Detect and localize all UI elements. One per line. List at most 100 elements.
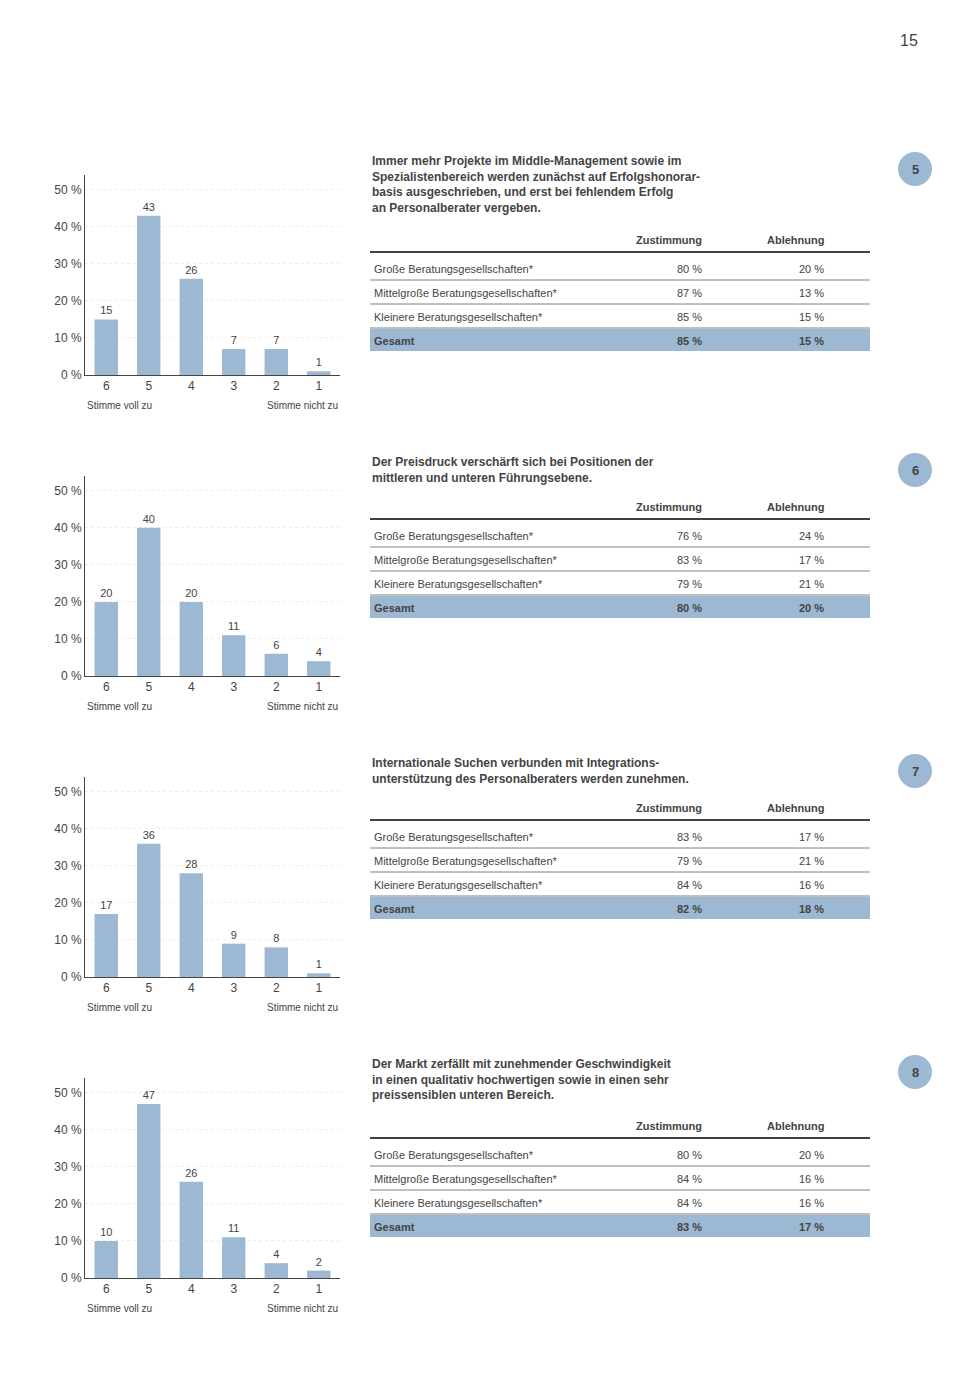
svg-text:83 %: 83 % (677, 831, 702, 843)
svg-text:Große Beratungsgesellschaften*: Große Beratungsgesellschaften* (374, 831, 534, 843)
svg-text:85 %: 85 % (677, 335, 702, 347)
svg-text:30 %: 30 % (54, 859, 82, 873)
svg-text:4: 4 (188, 680, 195, 694)
svg-text:83 %: 83 % (677, 1221, 702, 1233)
svg-text:Mittelgroße Beratungsgesellsch: Mittelgroße Beratungsgesellschaften* (374, 554, 558, 566)
svg-text:9: 9 (231, 929, 237, 941)
svg-text:40 %: 40 % (54, 220, 82, 234)
svg-text:30 %: 30 % (54, 1160, 82, 1174)
svg-text:Mittelgroße Beratungsgesellsch: Mittelgroße Beratungsgesellschaften* (374, 1173, 558, 1185)
svg-text:20 %: 20 % (799, 602, 824, 614)
svg-text:2: 2 (316, 1256, 322, 1268)
svg-text:15 %: 15 % (799, 335, 824, 347)
svg-text:36: 36 (143, 829, 155, 841)
svg-text:20 %: 20 % (54, 294, 82, 308)
svg-text:5: 5 (145, 1282, 152, 1296)
svg-text:17: 17 (100, 899, 112, 911)
svg-text:79 %: 79 % (677, 855, 702, 867)
svg-text:13 %: 13 % (799, 287, 824, 299)
svg-text:Stimme voll zu: Stimme voll zu (87, 400, 152, 411)
svg-text:Stimme voll zu: Stimme voll zu (87, 701, 152, 712)
svg-text:84 %: 84 % (677, 1197, 702, 1209)
svg-text:20 %: 20 % (54, 896, 82, 910)
svg-text:6: 6 (273, 639, 279, 651)
svg-text:40: 40 (143, 513, 155, 525)
svg-text:Kleinere Beratungsgesellschaft: Kleinere Beratungsgesellschaften* (374, 1197, 543, 1209)
svg-text:Gesamt: Gesamt (374, 903, 415, 915)
svg-text:Große Beratungsgesellschaften*: Große Beratungsgesellschaften* (374, 263, 534, 275)
svg-text:8: 8 (273, 932, 279, 944)
svg-text:5: 5 (145, 981, 152, 995)
svg-text:Stimme nicht zu: Stimme nicht zu (267, 400, 338, 411)
svg-text:Mittelgroße Beratungsgesellsch: Mittelgroße Beratungsgesellschaften* (374, 855, 558, 867)
svg-text:Der Markt zerfällt mit zunehme: Der Markt zerfällt mit zunehmender Gesch… (372, 1057, 671, 1102)
svg-text:5: 5 (912, 162, 919, 177)
svg-text:6: 6 (103, 379, 110, 393)
svg-text:50 %: 50 % (54, 183, 82, 197)
svg-text:17 %: 17 % (799, 554, 824, 566)
svg-text:0 %: 0 % (61, 1271, 82, 1285)
svg-text:2: 2 (273, 680, 280, 694)
svg-text:Stimme nicht zu: Stimme nicht zu (267, 1002, 338, 1013)
svg-text:Stimme voll zu: Stimme voll zu (87, 1303, 152, 1314)
svg-text:21 %: 21 % (799, 855, 824, 867)
svg-text:7: 7 (273, 334, 279, 346)
svg-text:80 %: 80 % (677, 263, 702, 275)
svg-text:Der Preisdruck verschärft sich: Der Preisdruck verschärft sich bei Posit… (372, 455, 654, 485)
svg-text:1: 1 (315, 379, 322, 393)
svg-text:5: 5 (145, 680, 152, 694)
svg-text:0 %: 0 % (61, 368, 82, 382)
svg-text:Zustimmung: Zustimmung (636, 234, 702, 246)
svg-text:5: 5 (145, 379, 152, 393)
svg-text:84 %: 84 % (677, 1173, 702, 1185)
svg-text:40 %: 40 % (54, 822, 82, 836)
svg-text:1: 1 (316, 958, 322, 970)
svg-text:10: 10 (100, 1226, 112, 1238)
svg-text:15 %: 15 % (799, 311, 824, 323)
svg-text:15: 15 (900, 32, 918, 49)
svg-text:26: 26 (185, 264, 197, 276)
svg-text:3: 3 (230, 981, 237, 995)
svg-text:16 %: 16 % (799, 1197, 824, 1209)
svg-text:3: 3 (230, 680, 237, 694)
svg-text:85 %: 85 % (677, 311, 702, 323)
svg-text:83 %: 83 % (677, 554, 702, 566)
svg-text:Immer mehr Projekte im Middle-: Immer mehr Projekte im Middle-Management… (372, 154, 700, 215)
svg-text:1: 1 (315, 1282, 322, 1296)
svg-text:18 %: 18 % (799, 903, 824, 915)
svg-text:6: 6 (103, 981, 110, 995)
svg-text:10 %: 10 % (54, 331, 82, 345)
svg-text:80 %: 80 % (677, 602, 702, 614)
svg-text:6: 6 (912, 463, 919, 478)
svg-text:0 %: 0 % (61, 970, 82, 984)
svg-text:50 %: 50 % (54, 484, 82, 498)
svg-text:4: 4 (188, 1282, 195, 1296)
svg-text:1: 1 (316, 356, 322, 368)
svg-text:Zustimmung: Zustimmung (636, 1120, 702, 1132)
svg-text:15: 15 (100, 304, 112, 316)
svg-text:26: 26 (185, 1167, 197, 1179)
svg-text:47: 47 (143, 1089, 155, 1101)
svg-text:11: 11 (228, 1222, 239, 1234)
svg-text:Große Beratungsgesellschaften*: Große Beratungsgesellschaften* (374, 530, 534, 542)
svg-text:17 %: 17 % (799, 1221, 824, 1233)
svg-text:10 %: 10 % (54, 1234, 82, 1248)
svg-text:Stimme voll zu: Stimme voll zu (87, 1002, 152, 1013)
svg-text:20: 20 (100, 587, 112, 599)
svg-text:4: 4 (316, 646, 322, 658)
svg-text:4: 4 (273, 1248, 279, 1260)
svg-text:30 %: 30 % (54, 558, 82, 572)
svg-text:30 %: 30 % (54, 257, 82, 271)
svg-text:4: 4 (188, 981, 195, 995)
svg-text:10 %: 10 % (54, 933, 82, 947)
svg-text:7: 7 (231, 334, 237, 346)
svg-text:2: 2 (273, 981, 280, 995)
svg-text:7: 7 (912, 764, 919, 779)
svg-text:79 %: 79 % (677, 578, 702, 590)
svg-text:21 %: 21 % (799, 578, 824, 590)
svg-text:Ablehnung: Ablehnung (767, 802, 824, 814)
svg-text:20 %: 20 % (54, 1197, 82, 1211)
svg-text:1: 1 (315, 981, 322, 995)
svg-text:11: 11 (228, 620, 239, 632)
svg-text:2: 2 (273, 379, 280, 393)
